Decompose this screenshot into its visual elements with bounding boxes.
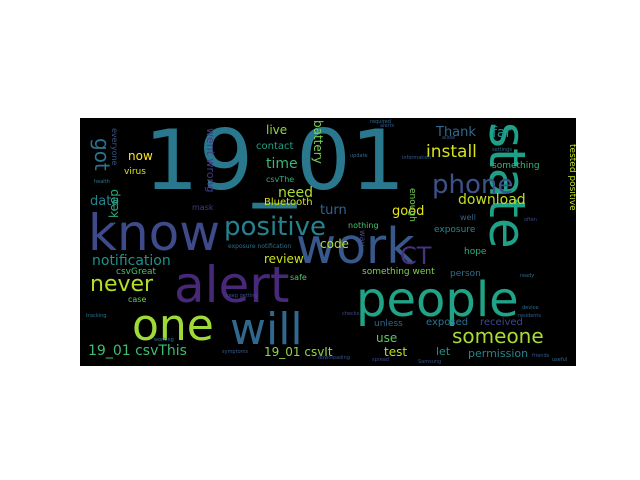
cloud-word: often: [524, 217, 537, 223]
cloud-word: downloading: [318, 355, 350, 361]
cloud-word: friends: [532, 353, 550, 359]
cloud-word: let: [436, 345, 451, 358]
cloud-word: update: [350, 153, 368, 159]
cloud-word: device: [522, 305, 539, 311]
cloud-word: checks: [342, 311, 360, 317]
cloud-word: code: [320, 237, 349, 251]
cloud-word: enough: [407, 188, 417, 222]
cloud-word: tested positive: [567, 144, 576, 211]
cloud-word: spread: [372, 357, 390, 363]
cloud-word: settings: [492, 147, 512, 153]
cloud-word: ready: [520, 273, 535, 279]
cloud-word: alert: [174, 256, 290, 314]
cloud-word: review: [264, 252, 304, 266]
cloud-word: csvThe: [266, 175, 295, 184]
cloud-word: alerts: [380, 123, 395, 129]
cloud-word: symptoms: [222, 349, 249, 355]
cloud-word: good: [392, 204, 425, 219]
cloud-word: Bluetooth: [264, 197, 313, 208]
cloud-word: time: [266, 156, 298, 172]
cloud-word: test: [384, 345, 408, 359]
cloud-word: far: [492, 125, 512, 141]
cloud-word: 19_01 csvThis: [88, 343, 187, 359]
cloud-word: contact: [256, 141, 294, 152]
cloud-word: required: [370, 119, 391, 125]
cloud-word: need: [278, 185, 313, 201]
cloud-word: way: [358, 230, 367, 247]
cloud-word: person: [450, 269, 481, 279]
cloud-word: never: [90, 272, 154, 297]
cloud-word: now: [128, 149, 153, 163]
cloud-word: something: [492, 161, 540, 171]
cloud-word: working: [154, 337, 174, 343]
word-cloud: 19_01 know work state alert people one w…: [80, 118, 576, 366]
cloud-word: everyone: [110, 128, 119, 166]
cloud-word: permission: [468, 347, 529, 360]
cloud-word: download: [458, 192, 526, 208]
cloud-word: people: [356, 272, 519, 328]
cloud-word: live: [266, 123, 288, 137]
cloud-word: 19_01: [144, 118, 406, 210]
cloud-word: exposure notification: [228, 243, 292, 250]
cloud-word: know: [88, 204, 221, 262]
cloud-word: allow: [442, 135, 455, 141]
cloud-word: use: [376, 331, 398, 345]
cloud-word: virus: [124, 167, 146, 177]
cloud-word: CT: [400, 242, 432, 270]
cloud-word: data: [90, 194, 120, 209]
cloud-word: one: [132, 300, 214, 351]
cloud-word: positive: [224, 212, 326, 242]
cloud-word: work: [296, 218, 415, 275]
cloud-word: health: [94, 179, 110, 185]
cloud-word: useful: [552, 357, 568, 363]
cloud-word: keep getting: [226, 293, 258, 299]
cloud-word: csvGreat: [116, 267, 157, 277]
cloud-word: unless: [374, 319, 403, 329]
cloud-word: battery: [311, 120, 325, 164]
cloud-word: residents: [518, 313, 542, 319]
cloud-word: hope: [464, 247, 487, 257]
cloud-word: received: [480, 317, 523, 328]
cloud-word: someone: [452, 324, 544, 348]
cloud-word: well: [460, 213, 476, 222]
cloud-word: something went: [362, 267, 435, 277]
cloud-word: safe: [290, 273, 307, 282]
cloud-word: will: [230, 304, 303, 355]
cloud-word: notification: [92, 253, 171, 269]
cloud-word: tracking: [86, 313, 107, 319]
cloud-word: install: [426, 142, 477, 162]
cloud-word: went wrong: [204, 128, 217, 193]
cloud-word: got: [90, 138, 114, 171]
cloud-word: nothing: [348, 221, 379, 230]
cloud-word: turn: [320, 203, 347, 218]
cloud-word: exposed: [426, 317, 469, 328]
cloud-word: 19_01 csvIt: [264, 345, 333, 359]
cloud-word: mask: [192, 203, 214, 212]
cloud-word: Thank: [436, 125, 476, 140]
cloud-word: phone: [432, 170, 514, 200]
cloud-word: keep: [107, 189, 121, 218]
cloud-word: Samsung: [418, 359, 442, 365]
cloud-word: information: [402, 155, 431, 161]
cloud-word: case: [128, 295, 147, 304]
cloud-word: exposure: [434, 225, 476, 235]
